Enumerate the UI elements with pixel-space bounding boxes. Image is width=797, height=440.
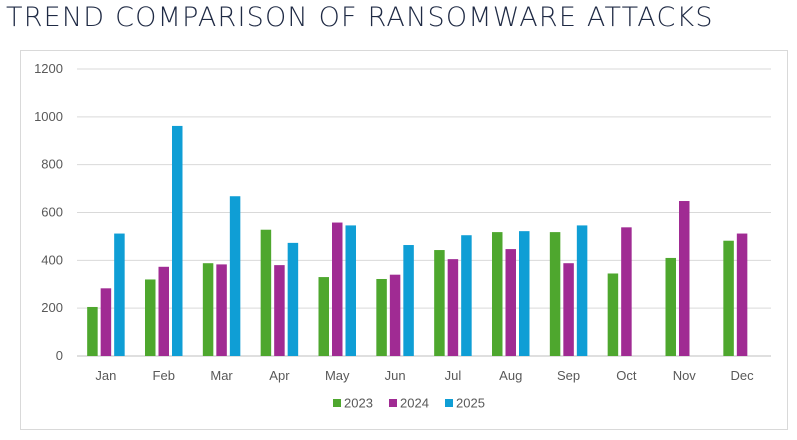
x-tick-label: Apr bbox=[269, 368, 290, 383]
chart-frame: 0 200 400 600 800 1000 1200 Jan Feb Mar Apr May Jun… bbox=[20, 50, 788, 430]
bar-chart: 0 200 400 600 800 1000 1200 Jan Feb Mar Apr May Jun… bbox=[34, 61, 771, 411]
bar-2024-Oct bbox=[621, 227, 632, 356]
y-tick-label: 200 bbox=[41, 300, 63, 315]
bar-2025-May bbox=[345, 225, 356, 356]
bar-2025-Aug bbox=[519, 231, 530, 356]
bar-2023-Dec bbox=[723, 240, 734, 356]
bar-2025-Jan bbox=[114, 233, 125, 356]
bar-2023-May bbox=[318, 277, 329, 356]
bar-2023-Feb bbox=[145, 279, 156, 356]
x-tick-label: Sep bbox=[557, 368, 580, 383]
bar-2023-Nov bbox=[665, 257, 676, 356]
bar-2023-Mar bbox=[202, 263, 214, 356]
page-title: TREND COMPARISON OF RANSOMWARE ATTACKS bbox=[6, 2, 714, 33]
x-tick-label: Jan bbox=[95, 368, 116, 383]
x-tick-label: Feb bbox=[153, 368, 175, 383]
bar-2023-Aug bbox=[492, 232, 503, 356]
y-tick-label: 1000 bbox=[34, 109, 63, 124]
y-tick-label: 800 bbox=[41, 157, 63, 172]
x-axis-ticks: Jan Feb Mar Apr May Jun Jul Aug Sep Oct Nov Dec bbox=[95, 368, 754, 383]
bar-2024-Apr bbox=[274, 265, 285, 356]
y-tick-label: 1200 bbox=[34, 61, 63, 76]
legend-item-2023: 2023 bbox=[333, 396, 373, 411]
bar-2024-Mar bbox=[216, 264, 227, 356]
legend: 2023 2024 2025 bbox=[333, 396, 485, 411]
legend-item-2024: 2024 bbox=[389, 396, 429, 411]
bar-2023-Apr bbox=[260, 229, 272, 356]
legend-swatch bbox=[445, 399, 453, 407]
x-tick-label: Oct bbox=[616, 368, 637, 383]
bar-2023-Oct bbox=[607, 273, 619, 356]
x-tick-label: Jun bbox=[385, 368, 406, 383]
x-tick-label: Dec bbox=[731, 368, 755, 383]
legend-swatch bbox=[389, 399, 397, 407]
bar-2023-Sep bbox=[549, 232, 561, 356]
bars bbox=[87, 125, 748, 357]
bar-2024-Aug bbox=[505, 249, 516, 356]
legend-label: 2024 bbox=[400, 396, 429, 411]
bar-2023-Jul bbox=[434, 250, 445, 356]
bar-2024-Jul bbox=[447, 259, 459, 356]
bar-2025-Jul bbox=[461, 235, 472, 356]
bar-2025-Jun bbox=[403, 245, 414, 356]
bar-2025-Sep bbox=[576, 225, 588, 356]
bar-2023-Jan bbox=[87, 306, 98, 356]
bar-2025-Mar bbox=[229, 196, 241, 356]
legend-label: 2023 bbox=[344, 396, 373, 411]
y-tick-label: 400 bbox=[41, 252, 63, 267]
y-tick-label: 600 bbox=[41, 205, 63, 220]
y-axis-ticks: 0 200 400 600 800 1000 1200 bbox=[34, 61, 63, 363]
bar-2024-Jan bbox=[100, 288, 112, 356]
x-tick-label: Mar bbox=[210, 368, 233, 383]
x-tick-label: Aug bbox=[499, 368, 522, 383]
x-tick-label: May bbox=[325, 368, 350, 383]
bar-2024-Jun bbox=[389, 274, 401, 356]
gridlines bbox=[77, 68, 771, 357]
x-tick-label: Jul bbox=[445, 368, 462, 383]
y-tick-label: 0 bbox=[56, 348, 63, 363]
bar-2025-Feb bbox=[172, 125, 183, 357]
legend-swatch bbox=[333, 399, 341, 407]
bar-2024-Dec bbox=[736, 233, 748, 356]
legend-item-2025: 2025 bbox=[445, 396, 485, 411]
bar-2024-Sep bbox=[563, 263, 574, 356]
bar-2025-Apr bbox=[287, 242, 299, 356]
x-tick-label: Nov bbox=[673, 368, 697, 383]
bar-2023-Jun bbox=[376, 278, 387, 356]
bar-2024-Feb bbox=[158, 266, 169, 356]
bar-2024-May bbox=[332, 222, 343, 356]
legend-label: 2025 bbox=[456, 396, 485, 411]
bar-2024-Nov bbox=[679, 201, 690, 356]
